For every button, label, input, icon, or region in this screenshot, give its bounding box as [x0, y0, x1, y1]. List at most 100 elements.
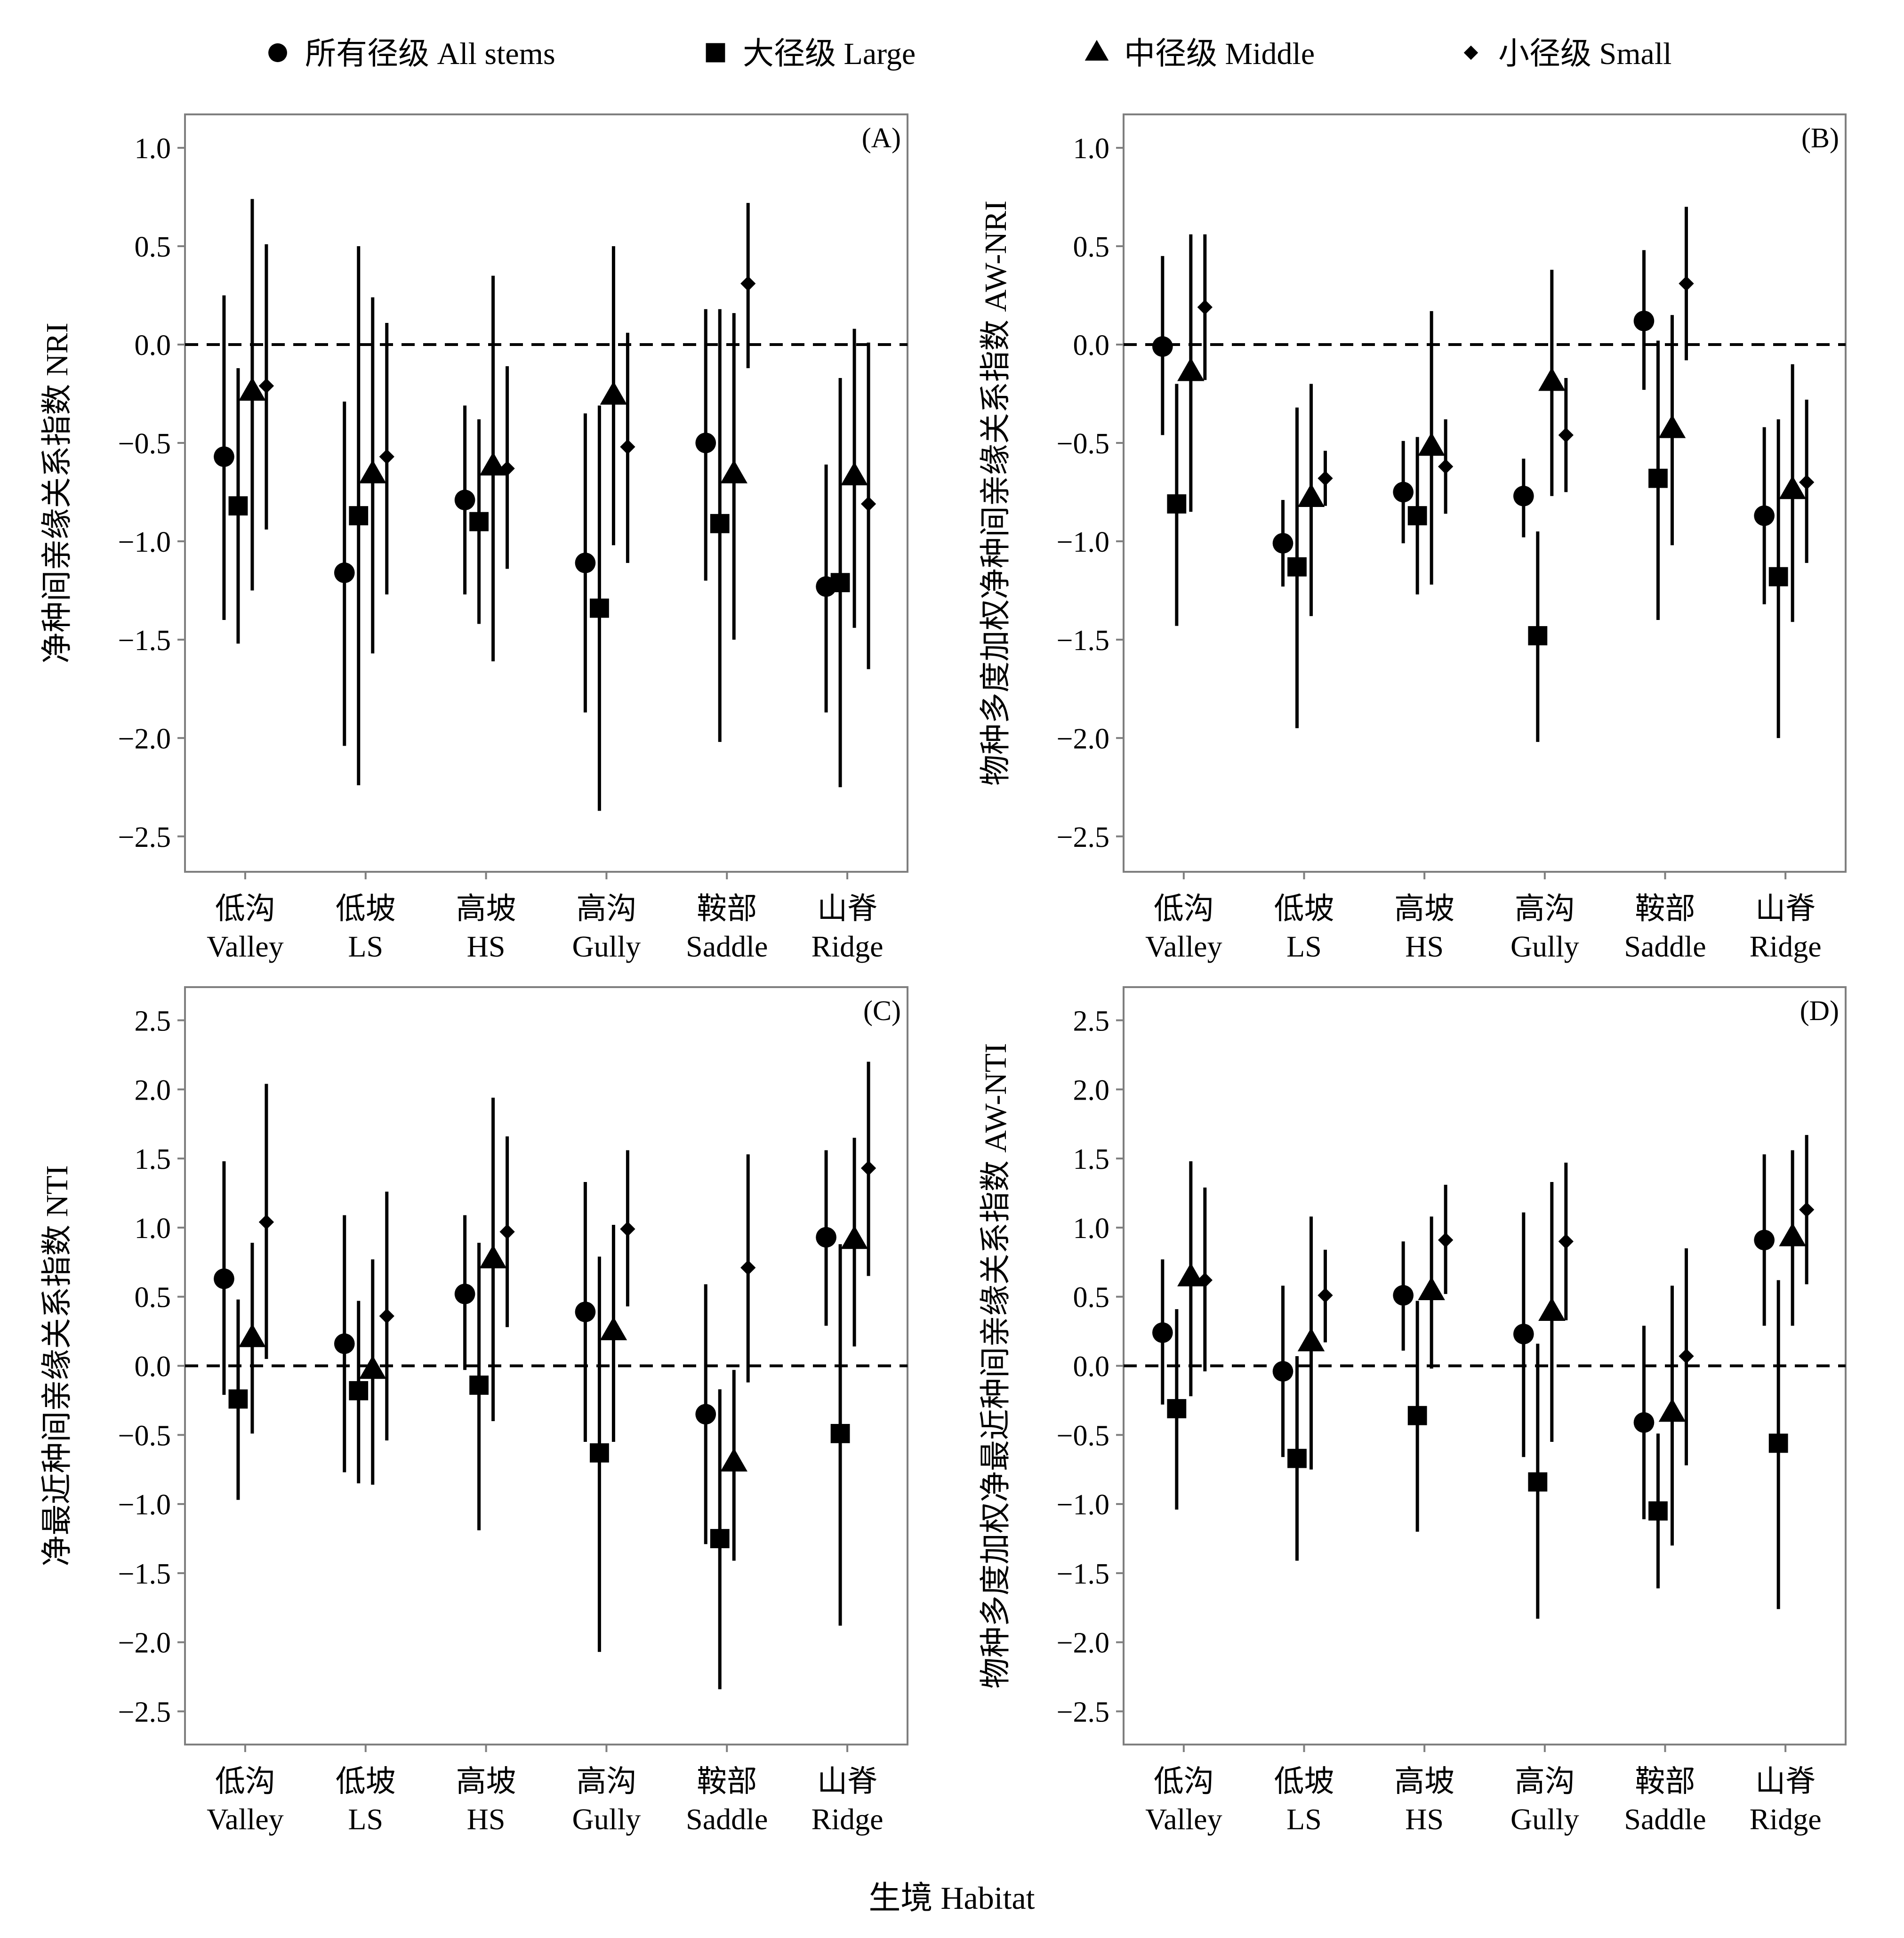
y-tick-label: 2.5 [135, 1005, 171, 1037]
data-point-diamond [1318, 1287, 1333, 1303]
x-tick-label: HS [1405, 1802, 1444, 1836]
x-tick-label: Valley [207, 930, 284, 963]
data-point-square [590, 598, 609, 618]
data-point-square [469, 1375, 489, 1395]
panel-label: (C) [863, 995, 901, 1026]
data-point-square [1167, 494, 1187, 514]
x-tick-label: 山脊 [1755, 1765, 1816, 1798]
y-tick-label: −2.5 [118, 821, 171, 853]
data-point-diamond [499, 461, 515, 476]
data-point-triangle [600, 381, 627, 405]
data-point-square [1407, 1406, 1427, 1425]
panels: 1.0 0.5 0.0 −0.5 −1.0 −1.5 −2.0 −2.5 低沟 Valley 低坡 L… [40, 113, 1847, 1836]
data-point-triangle [841, 1225, 868, 1249]
y-tick-label: 1.0 [135, 1213, 171, 1245]
data-point-circle [1393, 1285, 1414, 1306]
data-point-square [1528, 626, 1548, 645]
series-group [228, 246, 850, 811]
data-point-circle [695, 433, 716, 453]
plot-frame [1123, 113, 1847, 873]
chart-panel: 2.5 2.0 1.5 1.0 0.5 0.0 −0.5 −1.0 −1.5 −2.0 −2.5 低沟… [979, 986, 1847, 1836]
x-tick-label: LS [348, 930, 383, 963]
data-point-square [1287, 1448, 1307, 1468]
legend: 所有径级 All stems 大径级 Large 中径级 Middle 小径级 Sma… [268, 37, 1672, 71]
data-point-square [228, 1389, 248, 1409]
series-group [239, 199, 868, 661]
data-point-circle [695, 1404, 716, 1425]
x-tick-label: 山脊 [817, 892, 877, 925]
data-point-square [1167, 1399, 1187, 1418]
data-point-circle [334, 1333, 355, 1354]
x-tick-label: Ridge [811, 1802, 884, 1836]
data-point-square [1528, 1472, 1548, 1492]
legend-square-marker [706, 43, 725, 63]
y-axis-title: 净最近种间亲缘关系指数 NTI [40, 1165, 74, 1566]
data-point-circle [1513, 485, 1534, 507]
data-point-triangle [720, 1448, 747, 1472]
data-point-triangle [1177, 1263, 1205, 1287]
data-point-square [710, 1529, 730, 1548]
legend-triangle-marker [1085, 40, 1109, 61]
data-point-triangle [479, 452, 507, 476]
y-tick-label: −2.0 [118, 1627, 171, 1659]
data-point-circle [816, 1227, 836, 1248]
data-point-diamond [1799, 1202, 1815, 1217]
y-tick-label: 0.0 [135, 1351, 171, 1383]
x-tick-label: 鞍部 [1635, 892, 1695, 925]
data-point-triangle [479, 1245, 507, 1269]
y-tick-label: 2.0 [1073, 1074, 1110, 1106]
x-tick-label: 低坡 [1274, 892, 1334, 925]
series-group [258, 203, 876, 669]
x-tick-label: LS [348, 1802, 383, 1836]
legend-label: 中径级 Middle [1124, 37, 1315, 71]
series-group [258, 1061, 876, 1441]
data-point-square [349, 506, 369, 525]
panel-label: (B) [1801, 122, 1839, 153]
data-point-triangle [359, 459, 386, 483]
series-group [1167, 340, 1788, 742]
y-tick-label: −1.0 [1057, 1489, 1109, 1521]
x-tick-label: 鞍部 [697, 892, 757, 925]
data-point-triangle [1418, 432, 1445, 456]
x-tick-label: Valley [1145, 930, 1222, 963]
y-tick-label: −0.5 [118, 1420, 171, 1452]
data-point-square [1768, 567, 1788, 587]
y-tick-label: 0.0 [135, 330, 171, 362]
y-tick-label: −1.5 [118, 1558, 171, 1590]
data-point-circle [1633, 310, 1655, 331]
y-tick-label: −2.5 [1057, 821, 1109, 853]
series-group [1152, 1154, 1775, 1520]
data-point-triangle [359, 1355, 386, 1379]
x-tick-label: Ridge [811, 930, 884, 963]
data-point-triangle [239, 1323, 266, 1347]
x-tick-label: Gully [1510, 930, 1579, 963]
data-point-diamond [1679, 276, 1694, 291]
y-tick-label: −2.0 [1057, 723, 1109, 755]
x-tick-label: 山脊 [1755, 892, 1816, 925]
y-tick-label: −0.5 [1057, 428, 1109, 460]
data-point-circle [334, 562, 355, 583]
y-tick-label: −2.5 [118, 1697, 171, 1729]
y-tick-label: 2.5 [1073, 1005, 1110, 1037]
series-group [1152, 250, 1775, 604]
y-tick-label: −1.0 [118, 526, 171, 558]
x-tick-label: LS [1286, 930, 1322, 963]
x-tick-label: 低沟 [1154, 892, 1214, 925]
data-point-diamond [379, 1308, 394, 1324]
data-point-circle [1393, 482, 1414, 503]
plot-frame [184, 113, 908, 873]
data-point-diamond [620, 439, 635, 455]
data-point-triangle [1297, 1327, 1325, 1351]
y-axis-title: 净种间亲缘关系指数 NRI [40, 322, 74, 663]
y-tick-label: 2.0 [135, 1074, 171, 1106]
x-tick-label: HS [1405, 930, 1444, 963]
data-point-square [349, 1381, 369, 1400]
series-group [1167, 1280, 1788, 1619]
legend-diamond-marker [1463, 45, 1478, 60]
data-point-square [469, 512, 489, 531]
data-point-diamond [1438, 458, 1454, 474]
x-tick-label: Ridge [1750, 1802, 1822, 1836]
y-tick-label: −1.5 [1057, 1558, 1109, 1590]
panel-label: (D) [1800, 995, 1839, 1026]
y-tick-label: 0.5 [135, 231, 171, 263]
